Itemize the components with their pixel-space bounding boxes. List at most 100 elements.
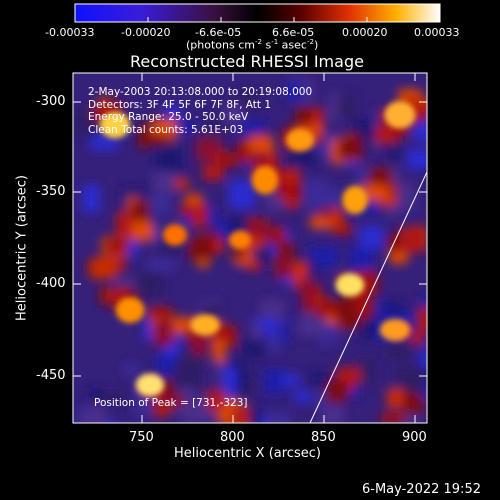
texture-cell bbox=[247, 236, 264, 248]
texture-cell bbox=[319, 319, 336, 347]
texture-cell bbox=[91, 257, 117, 280]
texture-cell bbox=[88, 419, 115, 423]
y-tick-label: -350 bbox=[36, 184, 66, 199]
texture-cell bbox=[309, 246, 338, 267]
texture-cell bbox=[426, 340, 427, 356]
colorbar-gradient bbox=[74, 3, 441, 23]
texture-cell bbox=[304, 179, 329, 210]
texture-cell bbox=[349, 134, 363, 151]
colorbar bbox=[74, 3, 441, 23]
texture-cell bbox=[420, 348, 427, 368]
texture-cell bbox=[147, 258, 176, 272]
info-line: Clean Total counts: 5.61E+03 bbox=[88, 123, 244, 136]
x-tick-label: 900 bbox=[402, 430, 427, 445]
texture-cell bbox=[284, 82, 304, 101]
texture-cell bbox=[228, 180, 255, 209]
y-ticks bbox=[73, 101, 427, 377]
x-axis-label: Heliocentric X (arcsec) bbox=[174, 446, 321, 461]
texture-cell bbox=[104, 289, 127, 302]
texture-cell bbox=[261, 229, 282, 242]
hot-spot bbox=[379, 318, 411, 342]
y-tick-label: -400 bbox=[36, 276, 66, 291]
x-ticks bbox=[141, 73, 416, 423]
info-line: 2-May-2003 20:13:08.000 to 20:19:08.000 bbox=[88, 86, 313, 98]
texture-cell bbox=[297, 320, 323, 337]
texture-cell bbox=[381, 412, 405, 423]
texture-cell bbox=[234, 245, 245, 259]
texture-cell bbox=[153, 170, 177, 194]
colorbar-tick-label: 0.00020 bbox=[342, 26, 388, 39]
texture-cell bbox=[245, 406, 262, 423]
image-title: Reconstructed RHESSI Image bbox=[130, 52, 364, 71]
colorbar-tick-label: 6.6e-05 bbox=[272, 26, 315, 39]
texture-cell bbox=[256, 223, 270, 237]
texture-cell bbox=[356, 359, 377, 385]
texture-cell bbox=[377, 124, 396, 143]
texture-cell bbox=[153, 321, 174, 347]
texture-cell bbox=[282, 373, 300, 387]
texture-cell bbox=[212, 339, 226, 362]
texture-cell bbox=[298, 280, 316, 294]
hot-spot bbox=[342, 185, 368, 215]
texture-cell bbox=[274, 169, 292, 184]
texture-cell bbox=[165, 105, 181, 120]
texture-cell bbox=[238, 119, 266, 137]
hot-spot bbox=[190, 314, 220, 336]
colorbar-tick-label: -6.6e-05 bbox=[195, 26, 242, 39]
texture-cell bbox=[151, 118, 177, 138]
texture-cell bbox=[423, 386, 427, 402]
texture-cell bbox=[387, 388, 404, 409]
texture-cell bbox=[103, 391, 129, 405]
texture-cell bbox=[359, 226, 384, 250]
texture-cell bbox=[249, 323, 263, 341]
image-info: 2-May-2003 20:13:08.000 to 20:19:08.000 … bbox=[88, 86, 312, 136]
limb-line bbox=[309, 171, 427, 423]
texture-cell bbox=[251, 413, 273, 423]
texture-cell bbox=[329, 188, 344, 213]
texture-cell bbox=[396, 367, 425, 393]
hot-spot bbox=[285, 128, 315, 152]
x-tick-label: 800 bbox=[220, 430, 245, 445]
colorbar-ticks bbox=[74, 17, 441, 22]
texture-cell bbox=[206, 389, 225, 411]
texture-cell bbox=[294, 389, 310, 403]
texture-cell bbox=[411, 331, 425, 345]
texture-cell bbox=[197, 256, 210, 268]
texture-cell bbox=[417, 307, 427, 332]
hot-spot bbox=[251, 165, 279, 195]
texture-cell bbox=[162, 394, 185, 407]
hot-spot bbox=[162, 224, 188, 246]
texture-cell bbox=[289, 149, 318, 167]
info-line: Energy Range: 25.0 - 50.0 keV bbox=[88, 111, 249, 123]
texture-cell bbox=[210, 138, 222, 153]
texture-cell bbox=[223, 367, 238, 396]
texture-cell bbox=[310, 216, 331, 229]
plot-frame bbox=[72, 72, 428, 424]
texture-cell bbox=[137, 271, 164, 299]
texture-cell bbox=[82, 412, 108, 423]
texture-cell bbox=[331, 223, 352, 235]
hot-spot bbox=[384, 101, 416, 129]
texture-cell bbox=[148, 306, 173, 322]
texture-cell bbox=[404, 414, 418, 423]
texture-cell bbox=[403, 395, 425, 414]
texture-cell bbox=[387, 143, 402, 160]
texture-cell bbox=[174, 360, 201, 390]
texture-cell bbox=[316, 300, 340, 317]
texture-cell bbox=[413, 116, 427, 142]
info-line: Detectors: 3F 4F 5F 6F 7F 8F, Att 1 bbox=[88, 98, 272, 111]
texture-cell bbox=[296, 124, 322, 136]
peak-position: Position of Peak = [731,-323] bbox=[94, 397, 248, 409]
texture-cell bbox=[144, 135, 170, 146]
texture-cell bbox=[142, 195, 171, 214]
colorbar-tick-label: -0.00020 bbox=[121, 26, 171, 39]
texture-cell bbox=[155, 146, 182, 174]
hot-spot bbox=[115, 296, 145, 324]
texture-cell bbox=[222, 104, 244, 124]
texture-cell bbox=[343, 292, 355, 307]
texture-cell bbox=[174, 178, 189, 189]
x-tick-label: 850 bbox=[311, 430, 336, 445]
texture-cell bbox=[156, 354, 176, 375]
y-axis-label: Heliocentric Y (arcsec) bbox=[14, 175, 30, 321]
